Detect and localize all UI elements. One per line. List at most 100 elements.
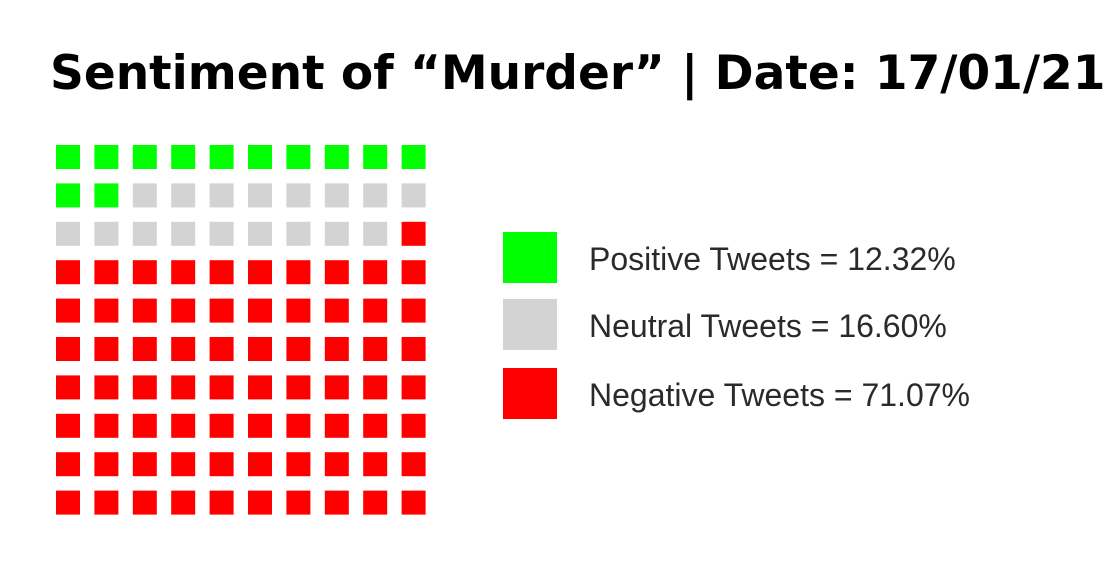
waffle-cell-neutral [324, 221, 349, 246]
waffle-cell-positive [401, 145, 426, 169]
waffle-cell-negative [363, 337, 388, 361]
legend-label-negative: Negative Tweets = 71.07% [589, 377, 970, 413]
waffle-cell-negative [94, 452, 119, 477]
waffle-cell-negative [401, 337, 426, 361]
waffle-cell-positive [56, 183, 80, 208]
waffle-cell-negative [209, 413, 234, 438]
waffle-cell-negative [401, 298, 426, 323]
waffle-cell-negative [132, 260, 157, 285]
waffle-cell-negative [324, 490, 349, 515]
waffle-cell-negative [132, 490, 157, 515]
waffle-cell-negative [209, 490, 234, 515]
waffle-cell-negative [56, 298, 80, 323]
waffle-cell-negative [248, 413, 272, 438]
waffle-cell-negative [171, 413, 196, 438]
waffle-cell-negative [209, 260, 234, 285]
waffle-cell-negative [286, 375, 311, 400]
waffle-cell-positive [363, 145, 388, 169]
chart-title: Sentiment of “Murder” | Date: 17/01/21 [50, 46, 1106, 101]
waffle-cell-positive [94, 183, 119, 208]
waffle-cell-positive [286, 145, 311, 169]
waffle-cell-negative [209, 452, 234, 477]
waffle-cell-neutral [171, 183, 196, 208]
waffle-cell-negative [171, 298, 196, 323]
waffle-cell-negative [56, 260, 80, 285]
waffle-cell-neutral [363, 183, 388, 208]
waffle-cell-negative [132, 337, 157, 361]
waffle-cell-negative [286, 260, 311, 285]
waffle-cell-negative [56, 413, 80, 438]
waffle-cell-negative [171, 337, 196, 361]
waffle-cell-negative [132, 413, 157, 438]
waffle-cell-positive [324, 145, 349, 169]
waffle-cell-neutral [286, 183, 311, 208]
waffle-cell-negative [363, 260, 388, 285]
waffle-cell-negative [94, 337, 119, 361]
waffle-cell-negative [324, 413, 349, 438]
waffle-cell-negative [401, 490, 426, 515]
waffle-cell-neutral [401, 183, 426, 208]
waffle-cell-negative [209, 375, 234, 400]
waffle-cell-negative [209, 298, 234, 323]
waffle-cell-negative [248, 260, 272, 285]
waffle-cell-negative [401, 375, 426, 400]
waffle-cell-negative [56, 452, 80, 477]
waffle-cell-negative [324, 260, 349, 285]
waffle-cell-negative [363, 490, 388, 515]
waffle-cell-positive [209, 145, 234, 169]
waffle-cell-negative [324, 337, 349, 361]
waffle-cell-negative [94, 490, 119, 515]
waffle-cell-positive [171, 145, 196, 169]
waffle-cell-negative [401, 221, 426, 246]
waffle-cell-negative [56, 490, 80, 515]
waffle-cell-negative [209, 337, 234, 361]
waffle-cell-negative [286, 337, 311, 361]
waffle-cell-neutral [324, 183, 349, 208]
waffle-cell-negative [286, 490, 311, 515]
waffle-cell-negative [94, 260, 119, 285]
waffle-cell-negative [171, 490, 196, 515]
waffle-cell-neutral [209, 183, 234, 208]
waffle-cell-negative [132, 375, 157, 400]
waffle-cell-negative [248, 452, 272, 477]
waffle-cell-negative [363, 452, 388, 477]
waffle-cell-negative [171, 260, 196, 285]
waffle-cell-negative [401, 452, 426, 477]
waffle-cell-positive [94, 145, 119, 169]
waffle-cell-negative [286, 452, 311, 477]
waffle-cell-negative [94, 375, 119, 400]
waffle-cell-neutral [94, 221, 119, 246]
waffle-cell-neutral [171, 221, 196, 246]
waffle-cell-negative [363, 298, 388, 323]
waffle-cell-positive [248, 145, 272, 169]
waffle-cell-negative [56, 375, 80, 400]
waffle-cell-neutral [248, 221, 272, 246]
waffle-cell-positive [132, 145, 157, 169]
waffle-cell-negative [401, 260, 426, 285]
waffle-cell-negative [401, 413, 426, 438]
waffle-cell-negative [171, 452, 196, 477]
waffle-cell-neutral [248, 183, 272, 208]
waffle-cell-negative [248, 375, 272, 400]
waffle-cell-neutral [56, 221, 80, 246]
waffle-cell-negative [324, 298, 349, 323]
waffle-cell-negative [248, 298, 272, 323]
legend-swatch-negative [503, 368, 557, 419]
waffle-cell-neutral [286, 221, 311, 246]
waffle-cell-negative [324, 375, 349, 400]
legend-swatch-positive [503, 232, 557, 283]
waffle-cell-negative [363, 413, 388, 438]
legend-swatch-neutral [503, 299, 557, 350]
waffle-cell-negative [94, 298, 119, 323]
waffle-cell-neutral [132, 183, 157, 208]
legend-label-positive: Positive Tweets = 12.32% [589, 241, 956, 277]
waffle-cell-negative [132, 452, 157, 477]
legend-label-neutral: Neutral Tweets = 16.60% [589, 308, 947, 344]
waffle-cell-neutral [363, 221, 388, 246]
waffle-cell-neutral [209, 221, 234, 246]
waffle-cell-negative [363, 375, 388, 400]
waffle-cell-negative [132, 298, 157, 323]
waffle-cell-neutral [132, 221, 157, 246]
waffle-cell-negative [56, 337, 80, 361]
